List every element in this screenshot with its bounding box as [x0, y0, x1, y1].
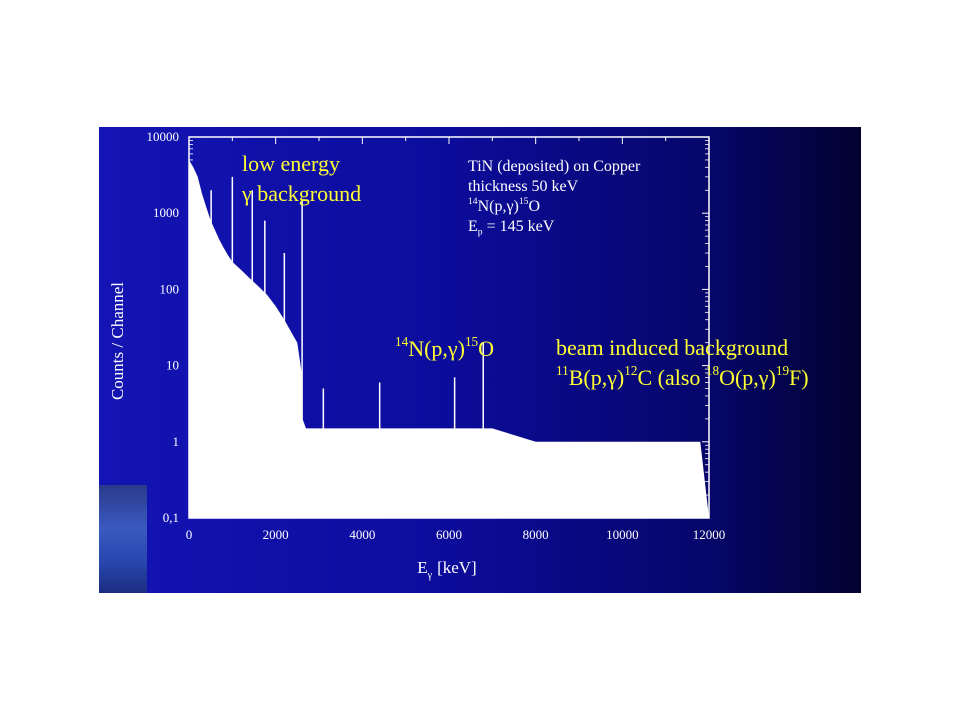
y-tick-label-2: 10: [166, 358, 179, 373]
info-ep: Ep = 145 keV: [468, 217, 640, 237]
beam-sup2: 12: [624, 363, 638, 379]
x-tick-label-0: 0: [186, 527, 193, 542]
low-energy-line1: low energy: [242, 151, 340, 176]
beam-o: O(p,γ): [719, 365, 776, 390]
info-rx-mid: N(p,γ): [477, 198, 519, 215]
beam-sup4: 19: [775, 363, 790, 379]
info-line2: thickness 50 keV: [468, 178, 579, 195]
x-tick-label-6: 12000: [693, 527, 726, 542]
peak-label-sup2: 15: [464, 334, 479, 350]
beam-line1: beam induced background: [556, 335, 789, 360]
beam-c: C (also: [637, 365, 706, 390]
x-tick-label-1: 2000: [263, 527, 289, 542]
info-ep-sub: p: [477, 226, 483, 238]
beam-b: B(p,γ): [568, 365, 625, 390]
peak-label-end: O: [478, 336, 495, 361]
beam-line2: 11B(p,γ)12C (also 18O(p,γ)19F): [556, 363, 809, 393]
info-ep-rest: = 145 keV: [482, 218, 555, 235]
beam-sup3: 18: [705, 363, 720, 379]
y-tick-label-4: 1000: [153, 205, 179, 220]
info-line1: TiN (deposited) on Copper: [468, 158, 641, 175]
x-tick-label-2: 4000: [349, 527, 375, 542]
y-tick-label-3: 100: [160, 281, 180, 296]
y-axis-label: Counts / Channel: [108, 282, 127, 400]
x-label-main: E: [417, 558, 427, 577]
background-word: background: [257, 181, 362, 206]
x-label-rest: [keV]: [437, 558, 477, 577]
info-box: TiN (deposited) on Copper thickness 50 k…: [468, 157, 640, 237]
info-reaction: 14N(p,γ)15O: [468, 197, 640, 217]
low-energy-line2: γ background: [242, 179, 361, 209]
x-tick-label-4: 8000: [523, 527, 549, 542]
beam-background-annotation: beam induced background 11B(p,γ)12C (als…: [556, 333, 809, 393]
ticks-layer: 0 2000 4000 6000 8000 10000 12000 0,1 1 10 100 1000…: [147, 129, 726, 542]
info-rx-post: O: [528, 198, 541, 215]
y-tick-label-0: 0,1: [163, 510, 179, 525]
low-energy-annotation: low energy γ background: [242, 149, 361, 209]
spectrum-chart: 0 2000 4000 6000 8000 10000 12000 0,1 1 10 100 1000…: [108, 129, 726, 581]
y-tick-label-5: 10000: [147, 129, 180, 144]
x-tick-label-5: 10000: [606, 527, 639, 542]
x-label-sub: γ: [427, 570, 433, 581]
info-rx-sup: 15: [518, 195, 529, 207]
info-rx-pre: 14: [468, 195, 478, 207]
beam-sup1: 11: [556, 363, 569, 379]
peak-label-mid: N(p,γ): [408, 336, 465, 361]
slide-panel: 0 2000 4000 6000 8000 10000 12000 0,1 1 10 100 1000…: [99, 127, 861, 593]
beam-f: F): [789, 365, 809, 390]
x-tick-label-3: 6000: [436, 527, 462, 542]
data-layer: [189, 159, 709, 518]
gamma-symbol: γ: [242, 181, 252, 206]
decorative-strip: [99, 485, 147, 593]
info-ep-main: E: [468, 218, 478, 235]
peak-label-sup1: 14: [395, 334, 409, 350]
x-axis-label: Eγ [keV]: [417, 558, 476, 581]
peak-label: 14N(p,γ)15O: [395, 335, 494, 363]
y-tick-label-1: 1: [173, 434, 180, 449]
spectrum-series: [189, 159, 709, 518]
